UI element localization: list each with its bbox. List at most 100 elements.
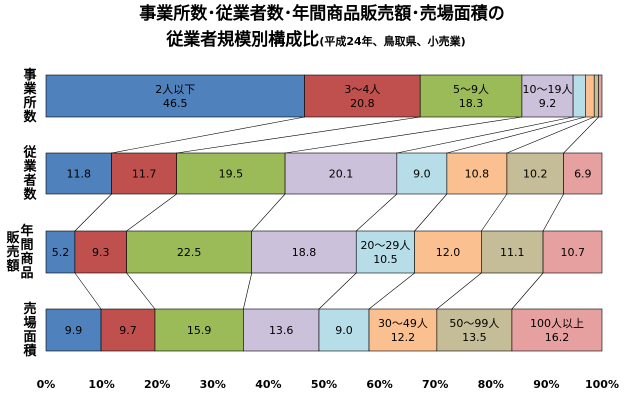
x-tick-label: 10% <box>88 378 114 391</box>
bar-segment <box>585 74 595 118</box>
bar-segment <box>436 308 513 352</box>
bar-segment <box>481 230 544 274</box>
connector-line <box>396 116 574 154</box>
bar-segment <box>243 308 320 352</box>
x-tick-label: 60% <box>366 378 392 391</box>
segment-label: 5.2 <box>52 246 70 259</box>
connector-line <box>74 193 112 232</box>
row-label-char: 者 <box>22 173 36 189</box>
segment-label: 6.9 <box>574 168 592 181</box>
row-label-char: 数 <box>23 109 37 125</box>
segment-label: 22.5 <box>177 246 202 259</box>
x-tick-label: 90% <box>533 378 559 391</box>
segment-label: 18.8 <box>292 246 317 259</box>
row-label-char: 間 <box>20 238 33 253</box>
x-tick-label: 70% <box>422 378 448 391</box>
bar-segment <box>593 74 599 118</box>
connector-line <box>542 193 564 232</box>
bar-segment <box>446 152 508 195</box>
bar-segment <box>542 230 603 274</box>
segment-label: 9.7 <box>119 324 137 337</box>
segment-label: 5～9人 <box>453 83 489 96</box>
bar-segment <box>304 74 421 118</box>
bar-segment <box>572 74 586 118</box>
segment-label: 9.9 <box>65 324 83 337</box>
segment-label: 9.0 <box>335 324 353 337</box>
connector-line <box>368 272 415 310</box>
connector-line <box>126 193 177 232</box>
bar-segment <box>154 308 244 352</box>
row-label-char: 面 <box>23 330 36 345</box>
bar-segment <box>74 230 127 274</box>
row-label-char: 販 <box>6 230 20 246</box>
row-label-char: 商 <box>20 251 33 267</box>
segment-label: 13.5 <box>462 331 487 344</box>
segment-label: 10～19人 <box>523 83 573 96</box>
bar-segment <box>414 230 482 274</box>
row-label-char: 売 <box>23 301 36 317</box>
bars-layer <box>45 74 603 352</box>
bar-segment <box>355 230 415 274</box>
bar-segment <box>45 152 112 195</box>
connector-line <box>446 116 586 154</box>
bar-segment <box>318 308 370 352</box>
connector-line <box>243 272 253 310</box>
segment-label: 10.7 <box>561 246 586 259</box>
bar-segment <box>563 152 603 195</box>
bar-segment <box>521 74 574 118</box>
bar-segment <box>176 152 286 195</box>
segment-label: 10.2 <box>523 168 548 181</box>
row-label-char: 積 <box>22 343 37 359</box>
chart-title-line2-main: 従業者規模別構成比 <box>165 29 319 50</box>
x-tick-label: 0% <box>37 378 56 391</box>
row-label-char: 品 <box>20 266 33 281</box>
segment-label: 16.2 <box>545 331 570 344</box>
bar-segment <box>511 308 603 352</box>
segment-label: 10.8 <box>465 168 490 181</box>
connector-line <box>285 116 522 154</box>
x-tick-label: 40% <box>255 378 281 391</box>
connector-line <box>506 116 595 154</box>
row-label-char: 場 <box>23 315 36 331</box>
bar-segment <box>419 74 523 118</box>
segment-label: 10.5 <box>373 253 398 266</box>
connector-line <box>318 272 357 310</box>
connector-line <box>481 193 508 232</box>
row-label-char: 数 <box>23 187 37 203</box>
connector-line <box>111 116 305 154</box>
x-tick-label: 50% <box>311 378 337 391</box>
segment-label: 46.5 <box>163 97 188 110</box>
segment-label: 2人以下 <box>155 83 195 96</box>
connector-line <box>356 193 398 232</box>
chart-title-line2-note: (平成24年、鳥取県、小売業) <box>319 34 465 48</box>
row-label-char: 年 <box>20 223 33 239</box>
connector-line <box>414 193 448 232</box>
segment-label: 11.7 <box>132 168 157 181</box>
row-label-char: 売 <box>6 244 19 260</box>
bar-segment <box>45 230 76 274</box>
row-label-char: 額 <box>5 258 19 274</box>
segment-label: 3～4人 <box>344 83 380 96</box>
x-axis-ticks: 0% 10% 20% 30% 40% 50% 60% 70% 80% 90% 100% <box>37 378 619 391</box>
bar-segment <box>284 152 398 195</box>
bar-segment <box>251 230 357 274</box>
segment-label: 9.0 <box>413 168 431 181</box>
segment-label: 12.0 <box>436 246 461 259</box>
connector-line <box>511 272 544 310</box>
segment-label: 30～49人 <box>378 317 428 330</box>
segment-label: 100人以上 <box>530 317 584 330</box>
segment-label: 19.5 <box>219 168 244 181</box>
bar-segment <box>126 230 253 274</box>
bar-segment <box>396 152 448 195</box>
segment-label: 11.8 <box>67 168 92 181</box>
x-tick-label: 30% <box>200 378 226 391</box>
chart-title-line2: 従業者規模別構成比(平成24年、鳥取県、小売業) <box>165 29 465 50</box>
segment-label: 15.9 <box>187 324 212 337</box>
connector-line <box>126 272 156 310</box>
bar-segment <box>111 152 177 195</box>
segment-label: 12.2 <box>391 331 416 344</box>
row-label-char: 所 <box>23 95 36 111</box>
row-label-char: 従 <box>22 145 36 161</box>
